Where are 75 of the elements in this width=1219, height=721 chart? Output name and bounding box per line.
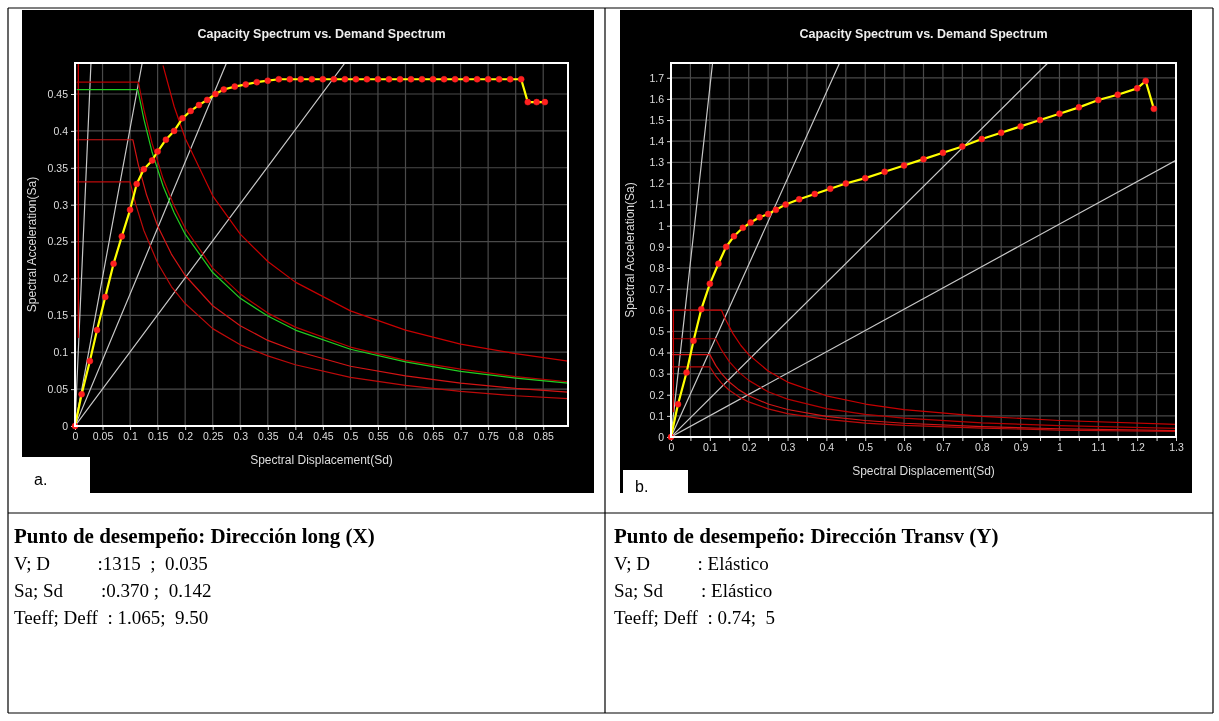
- x-tick-label: 0.8: [974, 441, 990, 454]
- x-tick-label: 0.5: [343, 430, 359, 443]
- x-tick-label: 0.25: [202, 430, 224, 443]
- x-tick-label: 0.45: [313, 430, 334, 443]
- x-tick-label: 0.65: [423, 430, 444, 443]
- y-tick-label: 0.2: [649, 388, 665, 401]
- x-tick-label: 0.7: [453, 430, 469, 443]
- y-tick-label: 1.5: [649, 113, 665, 126]
- x-tick-label: 0.05: [92, 430, 114, 443]
- y-axis-title: Spectral Acceleration(Sa): [25, 176, 39, 313]
- x-tick-label: 0.8: [508, 430, 524, 443]
- y-tick-label: 1.1: [649, 198, 665, 211]
- y-tick-label: 1.6: [649, 92, 665, 105]
- y-tick-label: 0.4: [649, 346, 665, 359]
- chart-title: Capacity Spectrum vs. Demand Spectrum: [197, 27, 446, 41]
- y-tick-label: 1.3: [649, 156, 665, 169]
- x-tick-label: 0.1: [123, 430, 139, 443]
- x-tick-label: 0.6: [897, 441, 913, 454]
- y-tick-label: 0.6: [649, 304, 665, 317]
- x-tick-label: 0.3: [780, 441, 796, 454]
- text: Teeff; Deff : 1.065; 9.50: [14, 607, 209, 628]
- text: Sa; Sd : Elástico: [614, 580, 773, 601]
- text: V; D :1315 ; 0.035: [14, 553, 208, 574]
- x-tick-label: 1.1: [1091, 441, 1107, 454]
- y-tick-label: 0.5: [649, 325, 665, 338]
- text: Punto de desempeño: Dirección Transv (Y): [614, 524, 999, 548]
- y-tick-label: 0.4: [53, 124, 69, 137]
- x-tick-label: 0.15: [147, 430, 169, 443]
- y-tick-label: 0.15: [47, 309, 69, 322]
- x-tick-label: 0.85: [533, 430, 555, 443]
- y-tick-label: 0.1: [649, 409, 665, 422]
- x-tick-label: 0.4: [288, 430, 304, 443]
- y-tick-label: 1.2: [649, 177, 665, 190]
- x-tick-label: 1: [1057, 441, 1064, 454]
- text: Sa; Sd :0.370 ; 0.142: [14, 580, 212, 601]
- x-tick-label: 0.5: [858, 441, 874, 454]
- y-tick-label: 0.1: [53, 346, 69, 359]
- x-tick-label: 0.9: [1013, 441, 1029, 454]
- text: b.: [635, 478, 649, 495]
- x-axis-title: Spectral Displacement(Sd): [852, 464, 995, 478]
- y-tick-label: 0.9: [649, 240, 665, 253]
- x-tick-label: 0.75: [478, 430, 500, 443]
- y-tick-label: 0.3: [53, 198, 69, 211]
- y-tick-label: 0.25: [47, 235, 69, 248]
- y-tick-label: 0.8: [649, 261, 665, 274]
- text: a.: [34, 471, 48, 488]
- x-tick-label: 0.2: [178, 430, 194, 443]
- x-tick-label: 0: [668, 441, 675, 454]
- x-tick-label: 1.2: [1130, 441, 1146, 454]
- y-tick-label: 0.05: [47, 382, 69, 395]
- y-tick-label: 0: [62, 419, 69, 432]
- y-tick-label: 1.4: [649, 135, 665, 148]
- x-tick-label: 0.7: [936, 441, 951, 454]
- y-tick-label: 0.35: [47, 161, 69, 174]
- y-tick-label: 0.7: [649, 282, 665, 295]
- chart-title: Capacity Spectrum vs. Demand Spectrum: [799, 27, 1048, 41]
- x-tick-label: 0.2: [741, 441, 757, 454]
- x-tick-label: 0.1: [703, 441, 718, 454]
- x-tick-label: 0.4: [819, 441, 835, 454]
- x-tick-label: 0.6: [398, 430, 414, 443]
- y-tick-label: 0.2: [53, 272, 69, 285]
- text: Punto de desempeño: Dirección long (X): [14, 524, 375, 548]
- x-tick-label: 0: [72, 430, 79, 443]
- y-tick-label: 1: [658, 219, 665, 232]
- x-tick-label: 1.3: [1169, 441, 1184, 454]
- x-tick-label: 0.35: [258, 430, 279, 443]
- y-axis-title: Spectral Acceleration(Sa): [623, 182, 637, 318]
- text: V; D : Elástico: [614, 553, 769, 574]
- text: Teeff; Deff : 0.74; 5: [614, 607, 776, 628]
- y-tick-label: 0.45: [47, 87, 69, 100]
- x-tick-label: 0.55: [368, 430, 389, 443]
- y-tick-label: 0.3: [649, 367, 665, 380]
- x-axis-title: Spectral Displacement(Sd): [250, 453, 393, 467]
- y-tick-label: 1.7: [649, 71, 665, 84]
- x-tick-label: 0.3: [233, 430, 249, 443]
